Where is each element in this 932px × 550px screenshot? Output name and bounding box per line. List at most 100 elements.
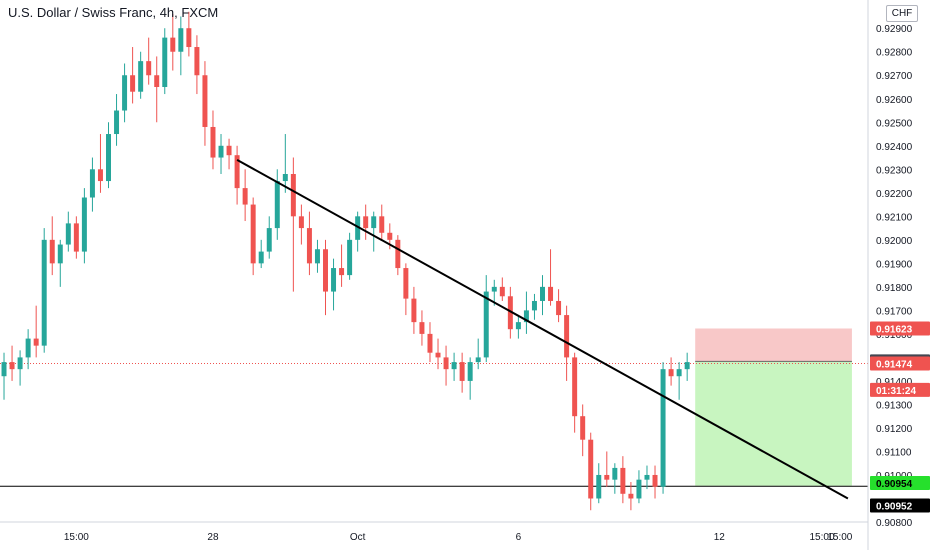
candle <box>9 345 15 381</box>
candle <box>435 338 441 370</box>
candle <box>427 322 433 363</box>
candle-body <box>355 216 361 240</box>
candle-body <box>81 197 87 252</box>
candle-body <box>451 362 457 370</box>
candle-body <box>186 28 192 48</box>
y-tick-label: 0.92700 <box>876 71 913 82</box>
candle-body <box>395 239 401 269</box>
y-tick-label: 0.91300 <box>876 400 913 411</box>
candle-body <box>612 467 618 480</box>
candle-body <box>178 28 184 52</box>
axis-price-label: 0.91474 <box>870 356 930 371</box>
candle-body <box>314 249 320 264</box>
candle <box>347 232 353 280</box>
candle <box>668 357 674 386</box>
candle-body <box>652 474 658 487</box>
candle-body <box>387 232 393 240</box>
y-tick-label: 0.91100 <box>876 447 912 458</box>
candle-body <box>556 300 562 316</box>
candle-body <box>9 362 15 370</box>
candle-body <box>138 61 144 92</box>
axis-price-label-bg <box>870 475 930 490</box>
candle-body <box>459 362 465 381</box>
candle <box>314 239 320 273</box>
currency-badge[interactable]: CHF <box>886 5 918 22</box>
candle-body <box>363 216 369 229</box>
x-tick-label: 28 <box>207 532 219 543</box>
candle-body <box>41 239 47 346</box>
candle-body <box>668 369 674 377</box>
candle <box>114 94 120 146</box>
candle <box>515 315 521 339</box>
candle <box>676 362 682 400</box>
candle <box>604 451 610 487</box>
y-tick-label: 0.92600 <box>876 95 913 106</box>
axis-price-label-text: 01:31:24 <box>876 386 916 397</box>
candle-body <box>548 286 554 301</box>
candle-body <box>106 134 111 182</box>
candle-body <box>154 75 160 87</box>
candle-body <box>226 145 232 156</box>
candle <box>531 293 537 320</box>
candle <box>684 352 690 381</box>
candle <box>33 305 39 358</box>
candles[interactable] <box>1 11 690 511</box>
candle <box>218 134 224 174</box>
candle <box>57 239 63 287</box>
y-tick-label: 0.92800 <box>876 48 913 59</box>
candle <box>65 211 71 252</box>
candle-body <box>57 244 63 264</box>
candle-body <box>507 296 513 330</box>
y-tick-label: 0.92500 <box>876 118 913 129</box>
candle <box>523 291 529 334</box>
candle-body <box>419 322 425 334</box>
candle <box>122 63 128 123</box>
x-tick-label: 15:00 <box>827 532 852 543</box>
candle <box>363 204 369 240</box>
candle <box>572 352 578 433</box>
candle-body <box>242 188 248 205</box>
y-tick-label: 0.92300 <box>876 165 913 176</box>
y-tick-label: 0.92100 <box>876 212 913 223</box>
candle-body <box>17 357 23 370</box>
candle <box>97 134 103 193</box>
candle <box>483 275 489 363</box>
stop-loss-zone <box>695 328 852 362</box>
candle-body <box>379 216 385 233</box>
candle-body <box>162 37 168 87</box>
candle <box>154 56 160 123</box>
axes: 0.908000.910000.911000.912000.913000.914… <box>0 0 913 550</box>
candle <box>130 47 136 104</box>
y-tick-label: 0.92900 <box>876 24 913 35</box>
candle <box>660 362 666 494</box>
candle-body <box>483 291 489 358</box>
candle <box>588 432 594 511</box>
y-tick-label: 0.91900 <box>876 259 913 270</box>
trendline[interactable] <box>236 159 849 500</box>
candle <box>459 352 465 393</box>
candle <box>41 228 47 353</box>
candle-body <box>97 169 103 182</box>
candle-body <box>306 228 312 264</box>
candle-body <box>298 216 304 229</box>
candle-body <box>89 169 95 198</box>
candle <box>25 329 31 370</box>
candle-body <box>403 268 409 299</box>
candle-body <box>540 286 545 301</box>
candle-body <box>65 223 71 245</box>
candle <box>73 216 79 259</box>
candle <box>419 310 425 346</box>
candle-body <box>572 357 578 417</box>
candle <box>331 258 337 311</box>
candle <box>395 235 401 276</box>
y-tick-label: 0.91200 <box>876 424 913 435</box>
candle <box>612 463 618 494</box>
chart-title: U.S. Dollar / Swiss Franc, 4h, FXCM <box>8 5 219 20</box>
candle-body <box>1 362 7 377</box>
candle <box>636 470 642 504</box>
candle-body <box>170 37 176 52</box>
candle <box>507 286 513 339</box>
candle-body <box>258 251 264 264</box>
candle-body <box>122 75 128 111</box>
